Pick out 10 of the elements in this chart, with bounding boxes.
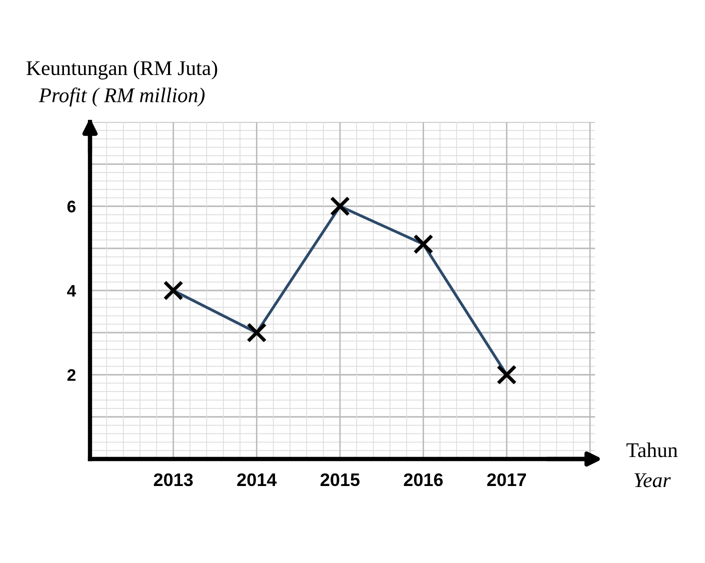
x-tick-label: 2016	[404, 473, 443, 486]
x-axis-title: Tahun Year	[626, 442, 678, 488]
x-tick-label: 2013	[154, 473, 193, 486]
y-tick-label: 2	[67, 369, 76, 381]
x-tick-label: 2015	[320, 473, 360, 486]
x-tick-label: 2014	[237, 473, 277, 486]
x-tick-label: 2017	[487, 473, 526, 486]
y-tick-label: 6	[67, 200, 76, 212]
y-tick-label: 4	[67, 285, 76, 297]
y-axis-title: Keuntungan (RM Juta) Profit ( RM million)	[26, 60, 218, 107]
